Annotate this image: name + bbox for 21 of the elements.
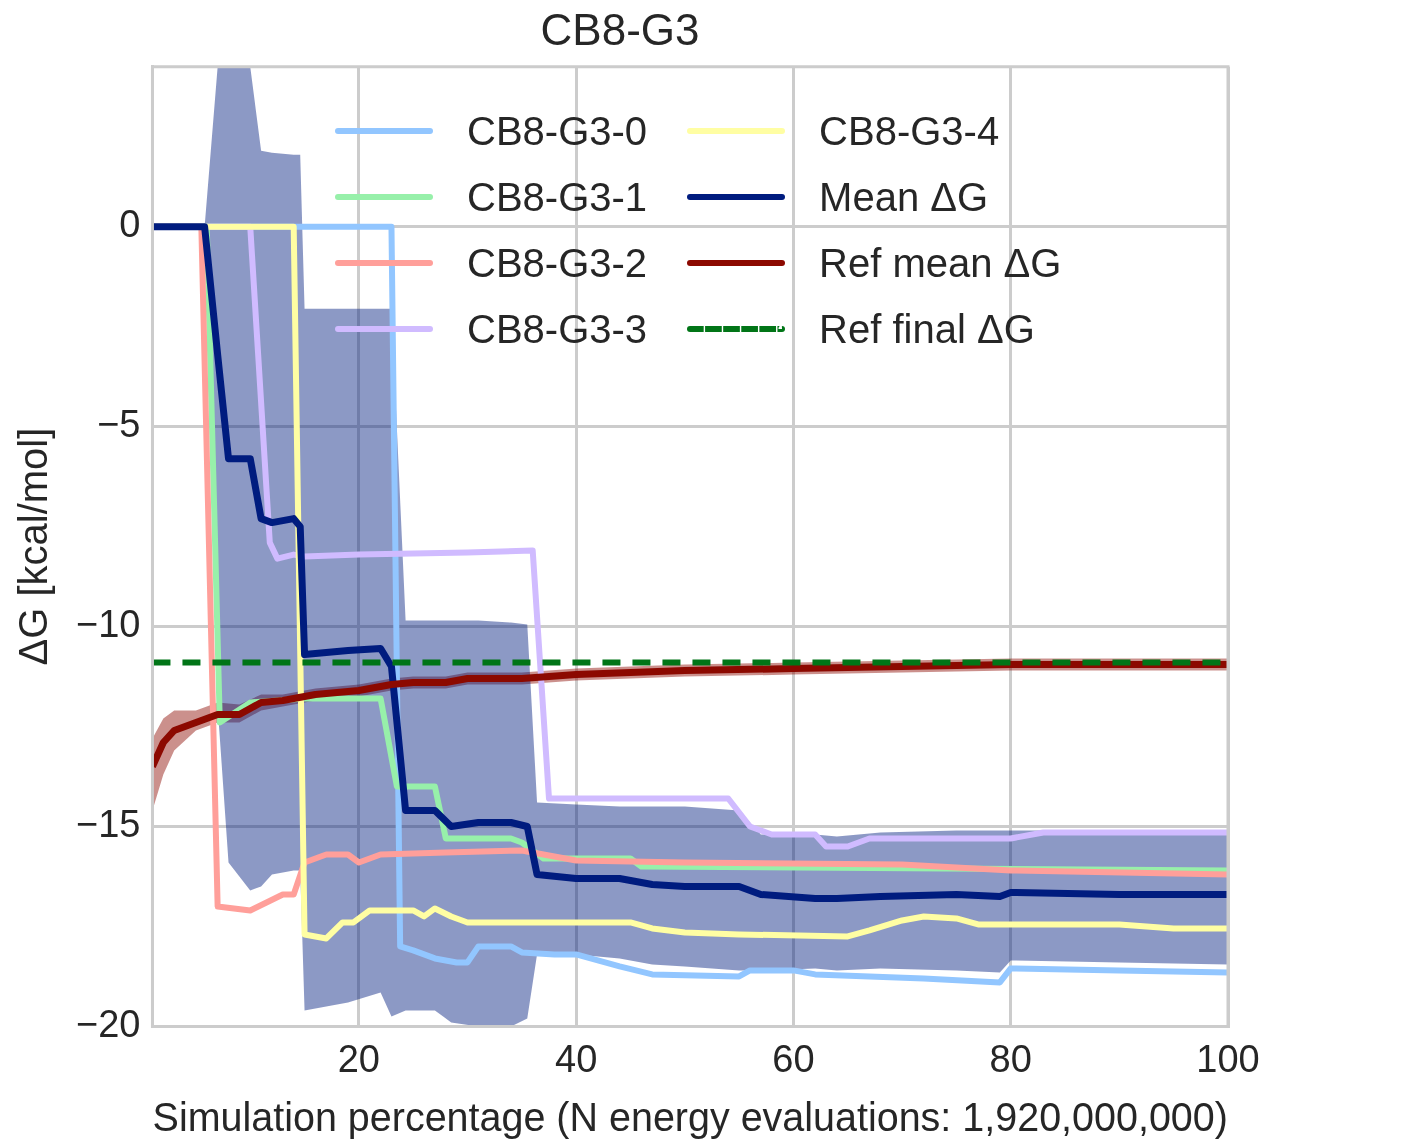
legend-label: CB8-G3-4 bbox=[819, 108, 1000, 154]
x-tick-label: 20 bbox=[337, 1037, 381, 1080]
y-axis-title: ΔG [kcal/mol] bbox=[11, 427, 56, 666]
x-tick-label: 60 bbox=[772, 1037, 815, 1080]
y-tick-label: −5 bbox=[97, 403, 141, 446]
y-tick-label: 0 bbox=[119, 203, 141, 246]
x-tick-label: 100 bbox=[1196, 1037, 1260, 1080]
x-axis-title: Simulation percentage (N energy evaluations: 1,920,000,000) bbox=[152, 1094, 1228, 1140]
legend-label: Mean ΔG bbox=[819, 174, 989, 220]
y-tick-label: −10 bbox=[75, 603, 141, 646]
x-tick-label: 40 bbox=[555, 1037, 598, 1080]
legend-label: CB8-G3-0 bbox=[467, 108, 648, 154]
legend-label: CB8-G3-3 bbox=[467, 306, 648, 352]
x-tick-label: 80 bbox=[989, 1037, 1032, 1080]
chart-title: CB8-G3 bbox=[540, 4, 700, 54]
y-tick-label: −15 bbox=[75, 802, 141, 845]
legend-label: CB8-G3-2 bbox=[467, 240, 648, 286]
legend-label: CB8-G3-1 bbox=[467, 174, 648, 220]
y-tick-label: −20 bbox=[75, 1002, 141, 1045]
legend-label: Ref mean ΔG bbox=[819, 240, 1062, 286]
legend-label: Ref final ΔG bbox=[819, 306, 1035, 352]
